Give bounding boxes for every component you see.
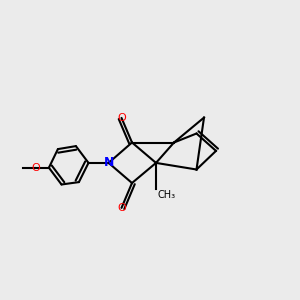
Text: N: N (103, 156, 114, 170)
Text: O: O (31, 163, 40, 173)
Text: O: O (117, 113, 126, 123)
Text: CH₃: CH₃ (158, 190, 175, 200)
Text: O: O (117, 203, 126, 213)
